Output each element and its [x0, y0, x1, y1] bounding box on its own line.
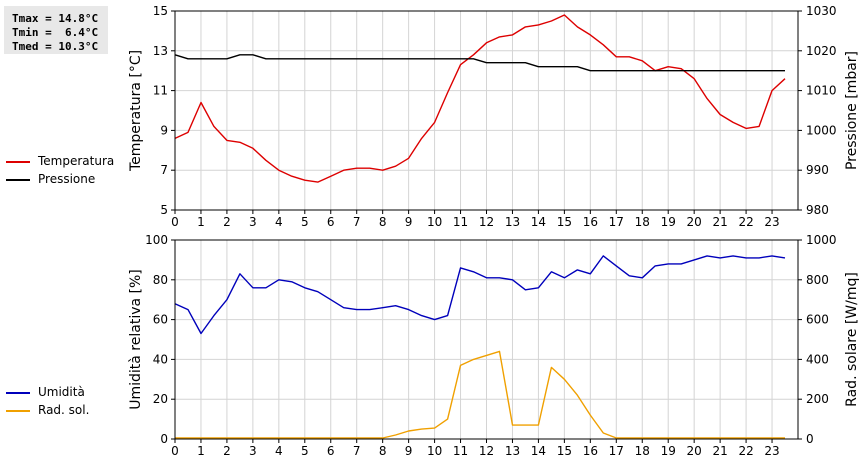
- bottom-x-tick-label: 5: [301, 444, 309, 458]
- top-chart: 0 1 2 3 4 5 6 7 8 9 10 11 12 13 14 15 16 17 18 19 20 21 22 2357…: [128, 4, 860, 229]
- bottom-y2-tick-label: 600: [806, 313, 829, 327]
- top-y2-tick-label: 1030: [806, 4, 837, 18]
- top-y2-axis-label: Pressione [mbar]: [844, 51, 860, 170]
- top-x-tick-label: 17: [609, 215, 624, 229]
- stats-box: Tmax = 14.8°C Tmin = 6.4°C Tmed = 10.3°C: [4, 6, 108, 54]
- bottom-x-tick-label: 1: [197, 444, 205, 458]
- bottom-y-tick-label: 80: [153, 273, 168, 287]
- top-series-pressione: [174, 54, 785, 72]
- bottom-x-tick-label: 20: [687, 444, 702, 458]
- top-x-tick-label: 2: [223, 215, 231, 229]
- top-x-tick-label: 8: [379, 215, 387, 229]
- bottom-y2-tick-label: 800: [806, 273, 829, 287]
- top-x-tick-label: 14: [531, 215, 546, 229]
- top-y2-tick-label: 1010: [806, 84, 837, 98]
- bottom-y-axis-label: Umidità relativa [%]: [128, 269, 144, 410]
- legend-label-umidita: Umidità: [38, 385, 85, 399]
- top-x-tick-label: 6: [327, 215, 335, 229]
- top-y-tick-label: 15: [153, 4, 168, 18]
- top-plot-frame: [174, 10, 799, 211]
- top-y-tick-label: 7: [160, 163, 168, 177]
- top-x-tick-label: 4: [275, 215, 283, 229]
- tmin-label: Tmin = 6.4°C: [12, 26, 99, 39]
- top-x-tick-label: 19: [661, 215, 676, 229]
- bottom-x-tick-label: 14: [531, 444, 546, 458]
- top-x-tick-label: 11: [453, 215, 468, 229]
- bottom-x-tick-label: 7: [353, 444, 361, 458]
- top-y2-tick-label: 1020: [806, 44, 837, 58]
- top-x-tick-label: 20: [687, 215, 702, 229]
- bottom-x-tick-label: 22: [738, 444, 753, 458]
- bottom-x-tick-label: 23: [764, 444, 779, 458]
- bottom-series-rad-sol: [175, 350, 785, 439]
- top-x-tick-label: 21: [712, 215, 727, 229]
- top-x-tick-label: 3: [249, 215, 257, 229]
- bottom-chart: 0 1 2 3 4 5 6 7 8 9 10 11 12 13 14 15 16 17 18 19 20 21 22 2302…: [128, 233, 860, 458]
- legend-label-pressione: Pressione: [38, 172, 96, 186]
- bottom-y2-tick-label: 400: [806, 352, 829, 366]
- top-x-tick-label: 9: [405, 215, 413, 229]
- bottom-y2-tick-label: 200: [806, 392, 829, 406]
- bottom-x-tick-label: 16: [583, 444, 598, 458]
- bottom-x-tick-label: 9: [405, 444, 413, 458]
- top-y2-tick-label: 1000: [806, 123, 837, 137]
- bottom-x-tick-label: 8: [379, 444, 387, 458]
- bottom-x-tick-label: 10: [427, 444, 442, 458]
- top-y-axis-label: Temperatura [°C]: [128, 50, 144, 172]
- top-x-tick-label: 0: [171, 215, 179, 229]
- top-x-tick-label: 5: [301, 215, 309, 229]
- bottom-x-tick-label: 12: [479, 444, 494, 458]
- top-y2-tick-label: 990: [806, 163, 829, 177]
- top-y-tick-label: 11: [153, 84, 168, 98]
- bottom-plot-frame: [174, 239, 799, 440]
- bottom-y-tick-label: 100: [145, 233, 168, 247]
- bottom-series-umidit: [174, 255, 786, 335]
- top-x-tick-label: 22: [738, 215, 753, 229]
- legend-swatch-umidita: [6, 392, 30, 394]
- bottom-y2-tick-label: 1000: [806, 233, 837, 247]
- tmax-label: Tmax = 14.8°C: [12, 12, 99, 25]
- bottom-x-tick-label: 15: [557, 444, 572, 458]
- legend-label-rad-sol: Rad. sol.: [38, 403, 90, 417]
- bottom-y-tick-label: 0: [160, 432, 168, 446]
- top-y2-tick-label: 980: [806, 203, 829, 217]
- top-x-tick-label: 12: [479, 215, 494, 229]
- bottom-y-tick-label: 20: [153, 392, 168, 406]
- bottom-x-tick-label: 17: [609, 444, 624, 458]
- bottom-x-tick-label: 0: [171, 444, 179, 458]
- tmed-label: Tmed = 10.3°C: [12, 40, 99, 53]
- top-x-tick-label: 23: [764, 215, 779, 229]
- bottom-x-tick-label: 18: [635, 444, 650, 458]
- bottom-y-tick-label: 60: [153, 313, 168, 327]
- bottom-y-tick-label: 40: [153, 352, 168, 366]
- bottom-x-tick-label: 6: [327, 444, 335, 458]
- legend-swatch-rad-sol: [6, 410, 30, 412]
- legend-label-temperatura: Temperatura: [38, 154, 115, 168]
- top-x-tick-label: 10: [427, 215, 442, 229]
- bottom-x-tick-label: 11: [453, 444, 468, 458]
- top-y-tick-label: 9: [160, 123, 168, 137]
- top-y-tick-label: 5: [160, 203, 168, 217]
- top-x-tick-label: 15: [557, 215, 572, 229]
- bottom-x-tick-label: 2: [223, 444, 231, 458]
- bottom-y2-tick-label: 0: [806, 432, 814, 446]
- top-x-tick-label: 18: [635, 215, 650, 229]
- top-x-tick-label: 7: [353, 215, 361, 229]
- legend-swatch-pressione: [6, 179, 30, 181]
- top-x-tick-label: 13: [505, 215, 520, 229]
- top-x-tick-label: 1: [197, 215, 205, 229]
- bottom-x-tick-label: 19: [661, 444, 676, 458]
- bottom-y2-axis-label: Rad. solare [W/mq]: [844, 272, 860, 407]
- bottom-x-tick-label: 3: [249, 444, 257, 458]
- bottom-x-tick-label: 21: [712, 444, 727, 458]
- bottom-x-tick-label: 4: [275, 444, 283, 458]
- legend-swatch-temperatura: [6, 161, 30, 163]
- top-y-tick-label: 13: [153, 44, 168, 58]
- bottom-x-tick-label: 13: [505, 444, 520, 458]
- top-x-tick-label: 16: [583, 215, 598, 229]
